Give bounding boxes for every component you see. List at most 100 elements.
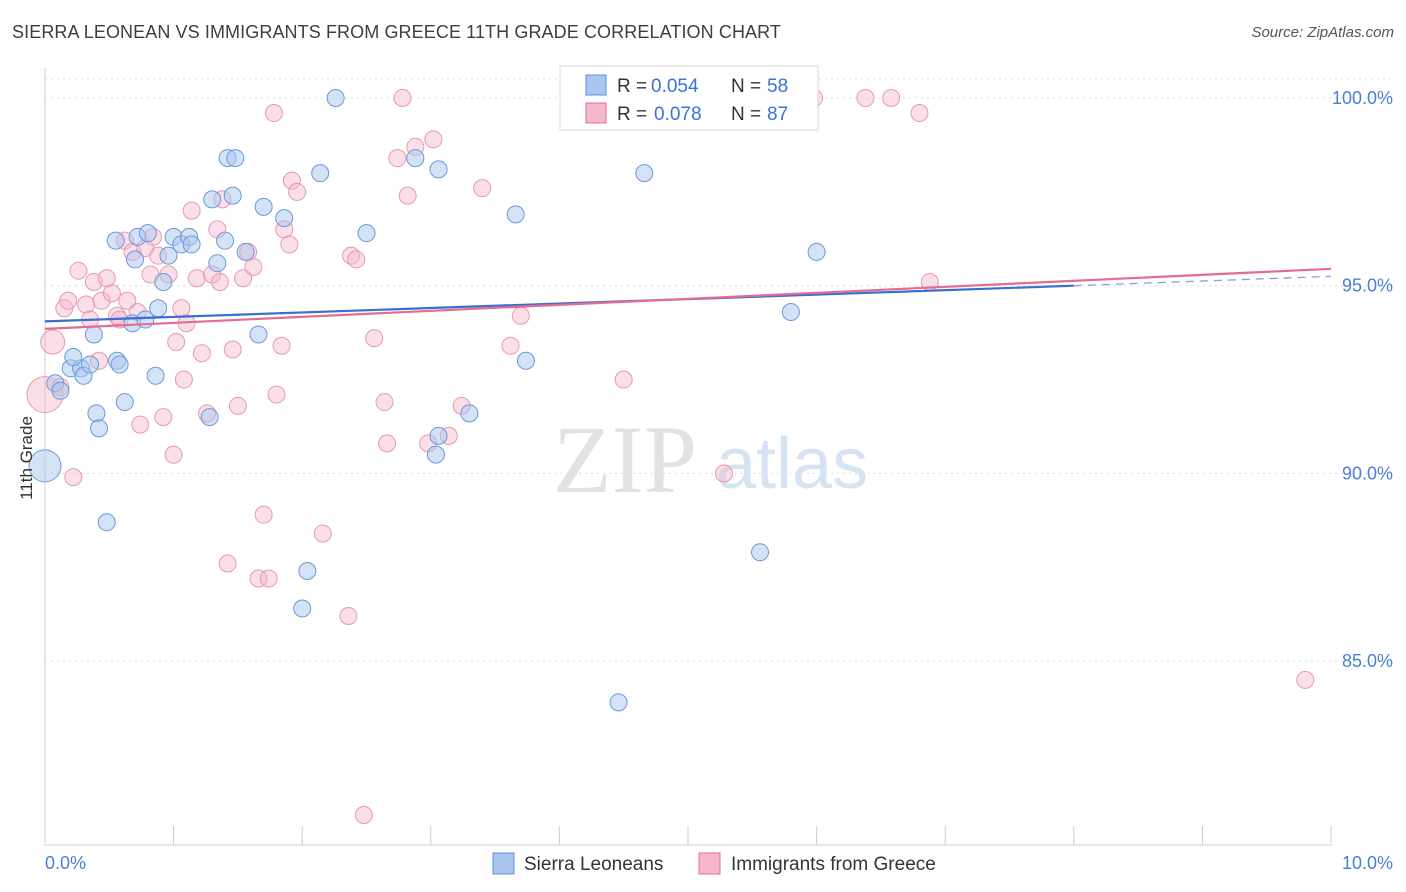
point-greece xyxy=(264,104,283,123)
point-greece xyxy=(218,554,237,573)
bottom-legend-swatch-blue xyxy=(492,852,515,875)
y-tick-labels: 100.0% 95.0% 90.0% 85.0% xyxy=(1332,88,1393,671)
point-greece xyxy=(378,434,397,453)
point-greece xyxy=(59,291,78,310)
point-sierra xyxy=(126,250,145,269)
point-sierra xyxy=(426,445,445,464)
point-greece xyxy=(1296,670,1315,689)
point-greece xyxy=(375,393,394,412)
point-sierra xyxy=(429,426,448,445)
point-sierra xyxy=(275,209,294,228)
point-sierra xyxy=(460,404,479,423)
point-greece xyxy=(228,396,247,415)
point-greece xyxy=(910,104,929,123)
point-greece xyxy=(172,299,191,318)
trend-line-sierra-extension xyxy=(1073,275,1332,287)
watermark: ZIP atlas xyxy=(553,406,868,513)
y-tick-label: 95.0% xyxy=(1342,276,1393,296)
point-greece xyxy=(254,505,273,524)
legend-r-label-2: R = xyxy=(617,104,647,125)
point-greece xyxy=(347,250,366,269)
point-greece xyxy=(154,408,173,427)
point-sierra xyxy=(226,149,245,168)
point-sierra xyxy=(311,164,330,183)
point-sierra xyxy=(81,355,100,374)
legend-r-value-1: 0.054 xyxy=(651,76,699,97)
point-greece xyxy=(210,272,229,291)
point-greece xyxy=(244,257,263,276)
legend-box: R = 0.054 N = 58 R = 0.078 N = 87 xyxy=(559,65,819,131)
point-greece xyxy=(393,89,412,108)
point-sierra xyxy=(216,231,235,250)
point-greece xyxy=(164,445,183,464)
point-sierra xyxy=(51,381,70,400)
legend-swatch-blue xyxy=(585,74,607,96)
point-greece xyxy=(259,569,278,588)
point-sierra xyxy=(84,325,103,344)
point-sierra xyxy=(609,693,628,712)
point-greece xyxy=(97,269,116,288)
point-sierra xyxy=(28,449,62,483)
point-greece xyxy=(280,235,299,254)
point-greece xyxy=(69,261,88,280)
point-sierra xyxy=(154,272,173,291)
point-greece xyxy=(174,370,193,389)
point-sierra xyxy=(64,348,83,367)
point-greece xyxy=(288,182,307,201)
trend-line-greece xyxy=(44,267,1332,330)
point-sierra xyxy=(87,404,106,423)
point-sierra xyxy=(115,393,134,412)
legend-n-label-2: N = xyxy=(731,104,761,125)
point-greece xyxy=(223,340,242,359)
legend-n-label-1: N = xyxy=(731,76,761,97)
point-sierra xyxy=(516,351,535,370)
point-sierra xyxy=(106,231,125,250)
point-greece xyxy=(388,149,407,168)
point-greece xyxy=(339,607,358,626)
point-greece xyxy=(614,370,633,389)
legend-r-value-2: 0.078 xyxy=(654,104,702,125)
point-greece xyxy=(354,805,373,824)
point-greece xyxy=(313,524,332,543)
legend-r-label-1: R = xyxy=(617,76,647,97)
point-greece xyxy=(272,336,291,355)
point-sierra xyxy=(807,242,826,261)
point-sierra xyxy=(357,224,376,243)
point-greece xyxy=(182,201,201,220)
series-sierra-points xyxy=(28,89,826,712)
bottom-legend-label-greece: Immigrants from Greece xyxy=(731,854,936,875)
point-greece xyxy=(501,336,520,355)
point-greece xyxy=(856,89,875,108)
point-sierra xyxy=(293,599,312,618)
point-greece xyxy=(92,291,111,310)
point-sierra xyxy=(751,543,770,562)
point-sierra xyxy=(236,242,255,261)
point-greece xyxy=(118,291,137,310)
point-sierra xyxy=(429,160,448,179)
y-tick-label: 85.0% xyxy=(1342,651,1393,671)
point-sierra xyxy=(223,186,242,205)
point-sierra xyxy=(90,419,109,438)
point-greece xyxy=(282,171,301,190)
point-sierra xyxy=(208,254,227,273)
point-greece xyxy=(167,333,186,352)
trend-lines xyxy=(44,267,1332,330)
point-greece xyxy=(715,464,734,483)
y-axis-label: 11th Grade xyxy=(17,416,36,500)
bottom-legend-label-sierra: Sierra Leoneans xyxy=(524,854,663,875)
point-greece xyxy=(398,186,417,205)
point-greece xyxy=(365,329,384,348)
point-greece xyxy=(234,269,253,288)
point-sierra xyxy=(781,302,800,321)
legend-n-value-2: 87 xyxy=(767,104,788,125)
legend-swatch-pink xyxy=(585,102,607,124)
watermark-zip: ZIP xyxy=(553,406,697,513)
source-note: Source: ZipAtlas.com xyxy=(1251,24,1394,41)
point-sierra xyxy=(97,513,116,532)
point-sierra xyxy=(182,235,201,254)
point-sierra xyxy=(146,366,165,385)
chart-title: SIERRA LEONEAN VS IMMIGRANTS FROM GREECE… xyxy=(12,22,782,42)
point-greece xyxy=(131,415,150,434)
point-sierra xyxy=(203,190,222,209)
point-greece xyxy=(511,306,530,325)
